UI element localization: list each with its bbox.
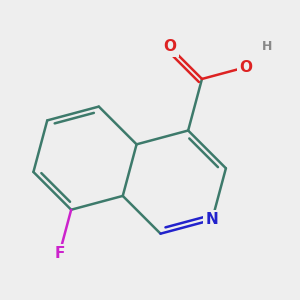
Text: H: H (261, 40, 272, 53)
Text: N: N (206, 212, 218, 227)
Text: O: O (239, 60, 252, 75)
Text: F: F (54, 246, 64, 261)
Text: O: O (164, 39, 176, 54)
